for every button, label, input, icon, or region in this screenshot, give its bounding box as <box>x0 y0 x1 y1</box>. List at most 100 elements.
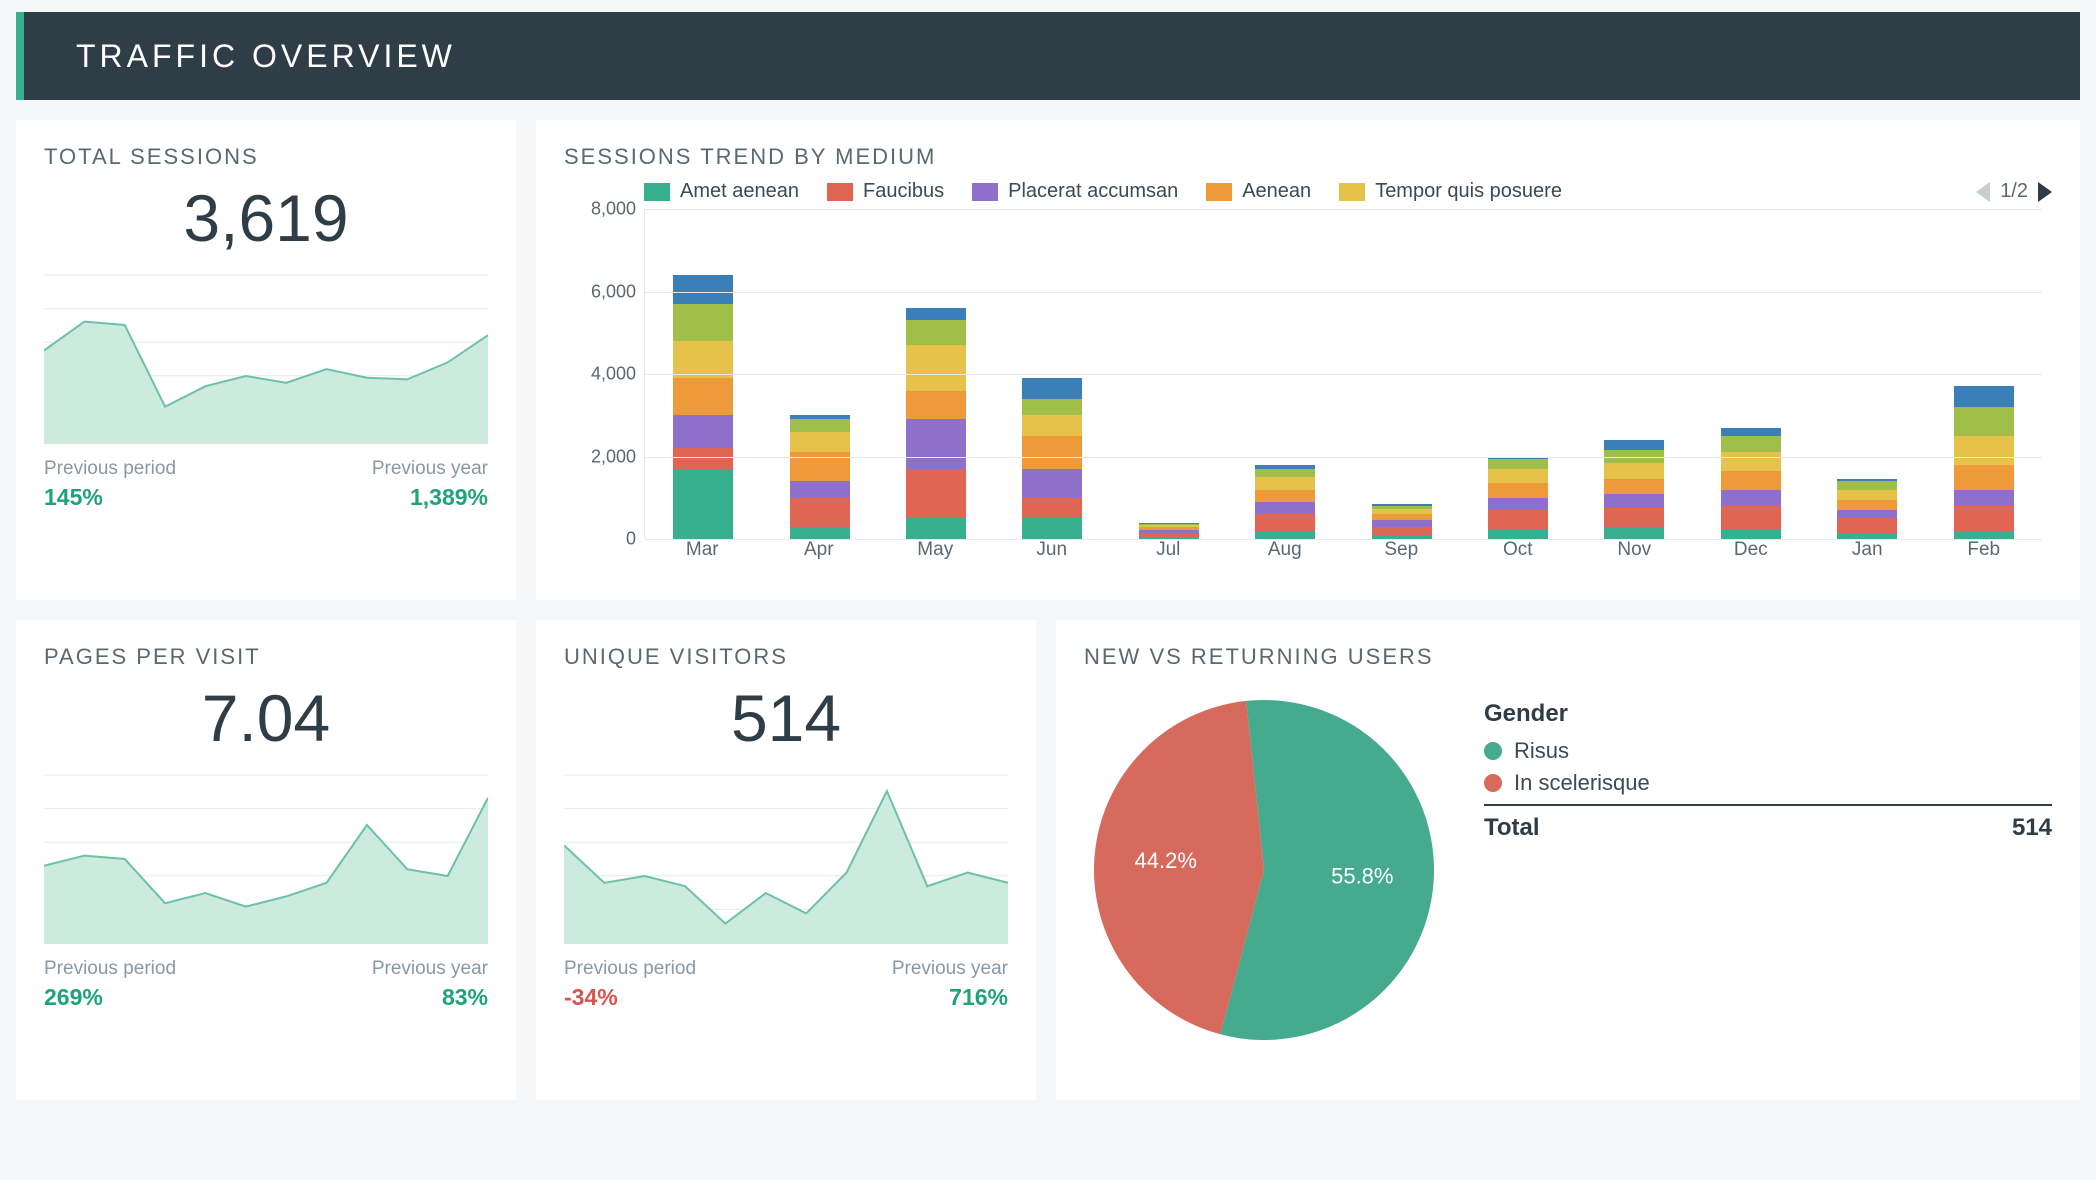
bar-segment <box>1372 527 1432 535</box>
x-label: Jun <box>1022 539 1082 569</box>
bar-segment <box>1022 399 1082 416</box>
stacked-bar-chart: 02,0004,0006,0008,000 MarAprMayJunJulAug… <box>644 209 2042 569</box>
bar-segment <box>1954 386 2014 407</box>
y-tick: 2,000 <box>572 446 636 467</box>
y-tick: 0 <box>572 529 636 550</box>
y-tick: 6,000 <box>572 281 636 302</box>
prev-period-label: Previous period <box>564 958 696 980</box>
pager-next-icon[interactable] <box>2038 182 2052 202</box>
page-title: TRAFFIC OVERVIEW <box>76 38 456 75</box>
bar-segment <box>1488 459 1548 469</box>
x-label: Sep <box>1371 539 1431 569</box>
bar-segment <box>906 308 966 320</box>
bar-segment <box>673 415 733 448</box>
pie-chart: 55.8%44.2% <box>1084 690 1444 1050</box>
bar-segment <box>906 469 966 519</box>
bar-segment <box>1255 477 1315 489</box>
legend-dot <box>1484 774 1502 792</box>
bar-column <box>1837 479 1897 539</box>
chart-legend: Amet aenean Faucibus Placerat accumsan Aene… <box>644 180 2052 203</box>
bar-segment <box>673 275 733 304</box>
card-total-sessions: TOTAL SESSIONS 3,619 Previous period 145… <box>16 120 516 600</box>
bar-segment <box>1837 500 1897 510</box>
prev-year-value: 716% <box>892 984 1008 1011</box>
prev-period: Previous period 145% <box>44 458 176 511</box>
sparkline <box>44 274 488 444</box>
legend-label: Amet aenean <box>680 180 799 203</box>
prev-year-label: Previous year <box>372 458 488 480</box>
bar-segment <box>906 345 966 390</box>
legend-item: Tempor quis posuere <box>1339 180 1562 203</box>
pie-total-row: Total 514 <box>1484 804 2052 842</box>
comparison-row: Previous period 269% Previous year 83% <box>44 958 488 1011</box>
pie-legend-item: In scelerisque <box>1484 770 2052 796</box>
bar-segment <box>1954 436 2014 465</box>
page-header: TRAFFIC OVERVIEW <box>16 12 2080 100</box>
pie-legend: Gender RisusIn scelerisque Total 514 <box>1484 700 2052 1050</box>
legend-label: Aenean <box>1242 180 1311 203</box>
bar-segment <box>1954 531 2014 539</box>
bar-segment <box>906 391 966 420</box>
x-label: Oct <box>1488 539 1548 569</box>
bar-segment <box>790 432 850 453</box>
bar-segment <box>1604 527 1664 539</box>
bar-segment <box>1954 465 2014 490</box>
bar-segment <box>1604 440 1664 450</box>
x-label: Feb <box>1954 539 2014 569</box>
bar-segment <box>790 481 850 498</box>
bar-segment <box>1954 407 2014 436</box>
legend-pager: 1/2 <box>1976 180 2052 203</box>
bar-segment <box>906 320 966 345</box>
legend-item: Amet aenean <box>644 180 799 203</box>
prev-period-value: 269% <box>44 984 176 1011</box>
bar-segment <box>1488 529 1548 539</box>
bar-column <box>1954 386 2014 539</box>
x-label: Mar <box>672 539 732 569</box>
pie-legend-item: Risus <box>1484 738 2052 764</box>
bar-segment <box>1721 436 1781 453</box>
legend-swatch <box>1206 183 1232 201</box>
bar-segment <box>1604 479 1664 493</box>
x-label: May <box>905 539 965 569</box>
bar-column <box>1721 428 1781 539</box>
bar-segment <box>1255 469 1315 477</box>
bar-column <box>1488 457 1548 540</box>
bar-segment <box>1488 498 1548 510</box>
bar-segment <box>906 518 966 539</box>
bar-segment <box>1604 463 1664 480</box>
bar-segment <box>1255 531 1315 539</box>
bar-segment <box>1255 490 1315 502</box>
bar-segment <box>1488 469 1548 483</box>
bar-column <box>906 308 966 539</box>
legend-swatch <box>644 183 670 201</box>
legend-label: Faucibus <box>863 180 944 203</box>
bar-segment <box>1255 502 1315 514</box>
bar-segment <box>1837 510 1897 518</box>
bar-segment <box>1604 494 1664 508</box>
pie-total-value: 514 <box>2012 814 2052 842</box>
x-label: Nov <box>1604 539 1664 569</box>
bar-segment <box>1954 490 2014 507</box>
x-label: Jan <box>1837 539 1897 569</box>
bar-segment <box>673 304 733 341</box>
legend-dot <box>1484 742 1502 760</box>
legend-label: Tempor quis posuere <box>1375 180 1562 203</box>
x-label: Aug <box>1255 539 1315 569</box>
bar-column <box>1022 378 1082 539</box>
bar-segment <box>1022 498 1082 519</box>
legend-item: Faucibus <box>827 180 944 203</box>
card-new-vs-returning: NEW VS RETURNING USERS 55.8%44.2% Gender… <box>1056 620 2080 1100</box>
pager-prev-icon[interactable] <box>1976 182 1990 202</box>
bar-segment <box>1837 518 1897 532</box>
legend-label: Placerat accumsan <box>1008 180 1178 203</box>
bar-segment <box>906 419 966 469</box>
comparison-row: Previous period -34% Previous year 716% <box>564 958 1008 1011</box>
bar-segment <box>1721 490 1781 507</box>
card-unique-visitors: UNIQUE VISITORS 514 Previous period -34%… <box>536 620 1036 1100</box>
bar-segment <box>1721 452 1781 471</box>
bar-segment <box>790 498 850 527</box>
card-title: UNIQUE VISITORS <box>564 644 1008 670</box>
bar-segment <box>673 448 733 469</box>
y-tick: 4,000 <box>572 364 636 385</box>
legend-item: Placerat accumsan <box>972 180 1178 203</box>
